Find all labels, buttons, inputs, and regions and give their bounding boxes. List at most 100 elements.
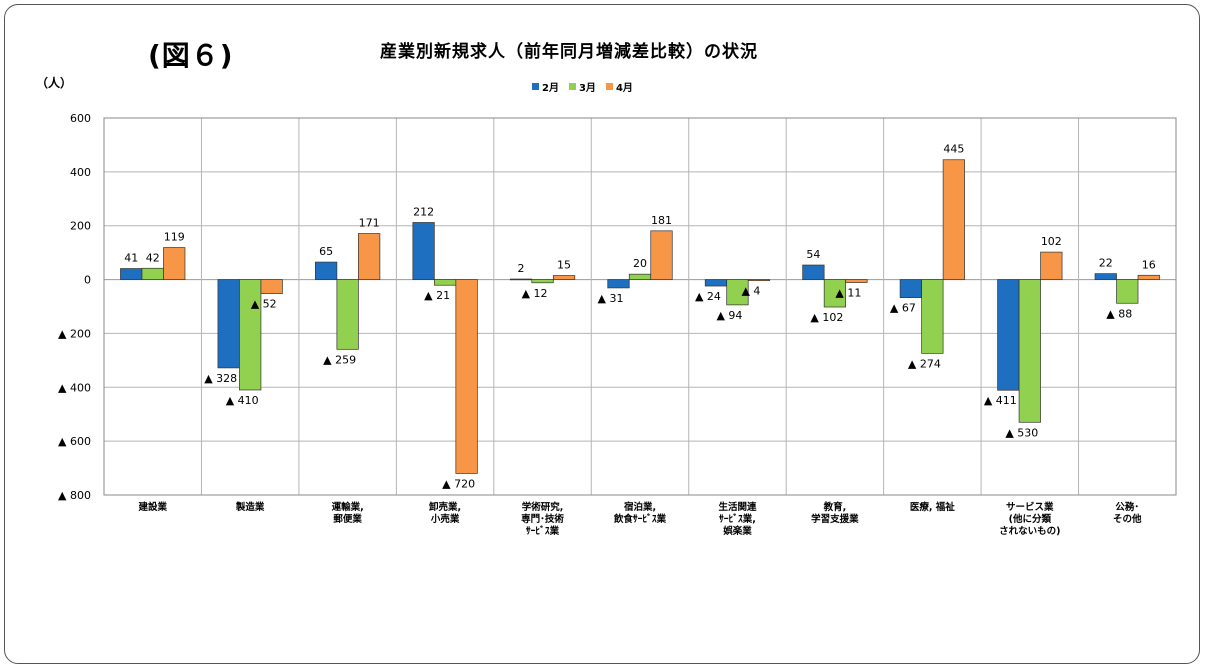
data-label: 212: [413, 205, 434, 218]
legend-swatch: [605, 83, 613, 90]
x-tick-label: 専門･技術: [521, 513, 564, 525]
plot-area-border: [103, 117, 1177, 496]
legend-item: 3月: [568, 79, 596, 94]
x-tick-label: (他に分類: [1009, 513, 1052, 525]
x-tick-label: 宿泊業,: [624, 501, 656, 513]
bar: [726, 279, 749, 306]
legend-swatch: [568, 83, 576, 90]
legend: 2月 3月 4月: [532, 79, 633, 94]
x-tick-label: 小売業: [430, 513, 460, 525]
legend-label: 4月: [615, 83, 633, 94]
x-tick-label: ｻｰﾋﾞｽ業,: [719, 513, 756, 525]
data-label: 16: [1142, 258, 1156, 271]
bar: [845, 279, 868, 283]
data-label: ▲ 12: [522, 287, 548, 300]
data-label: ▲ 720: [442, 477, 475, 490]
x-tick-label: 製造業: [235, 501, 265, 513]
x-tick-label: 学習支援業: [811, 513, 859, 525]
x-tick-label: されないもの): [999, 526, 1060, 537]
bar: [239, 279, 262, 391]
data-label: 181: [651, 214, 672, 227]
data-label: 102: [1041, 235, 1062, 248]
data-label: 54: [806, 248, 820, 261]
bar: [1018, 279, 1041, 423]
bar: [747, 279, 771, 281]
bar: [704, 279, 728, 287]
bar: [141, 267, 164, 280]
data-label: ▲ 67: [890, 302, 916, 315]
bar: [455, 279, 478, 474]
data-label: 15: [557, 259, 571, 272]
y-tick-label: ▲ 200: [58, 327, 91, 340]
bar: [1094, 273, 1117, 280]
bar: [802, 264, 825, 280]
data-label: ▲ 328: [204, 372, 237, 385]
bar: [921, 279, 944, 354]
bar: [552, 275, 576, 280]
bar: [628, 273, 652, 280]
y-unit-label: （人）: [36, 76, 73, 90]
data-label: ▲ 259: [323, 353, 356, 366]
y-tick-label: 200: [70, 220, 91, 233]
data-label: ▲ 411: [984, 394, 1017, 407]
legend-label: 2月: [542, 83, 559, 94]
y-tick-label: ▲ 400: [58, 381, 91, 394]
bar: [942, 159, 965, 280]
x-tick-label: 卸売業,: [429, 501, 461, 513]
data-label: ▲ 94: [716, 309, 742, 322]
y-tick-label: 0: [84, 274, 91, 287]
bar: [163, 247, 186, 280]
x-tick-label: 教育,: [823, 501, 847, 513]
data-label: ▲ 52: [251, 298, 277, 311]
data-label: 119: [164, 231, 185, 244]
bar: [217, 279, 240, 369]
x-tick-label: サービス業: [1006, 501, 1054, 513]
x-tick-label: 医療, 福祉: [910, 501, 955, 513]
data-label: ▲ 24: [695, 290, 721, 303]
data-label: 20: [633, 257, 647, 270]
y-tick-label: ▲ 800: [58, 489, 91, 502]
legend-label: 3月: [578, 83, 596, 94]
data-label: ▲ 102: [810, 311, 843, 324]
x-tick-label: 建設業: [137, 501, 167, 513]
data-label: 445: [943, 143, 964, 156]
bar: [997, 279, 1020, 391]
data-label: ▲ 410: [226, 394, 259, 407]
y-tick-label: 400: [70, 166, 91, 179]
data-label: ▲ 530: [1005, 426, 1038, 439]
bar: [358, 233, 381, 280]
bar: [531, 279, 554, 284]
bar: [1137, 274, 1160, 280]
data-label: 22: [1099, 257, 1113, 270]
x-tick-label: 生活関連: [718, 501, 757, 513]
x-tick-label: ｻｰﾋﾞｽ業: [526, 525, 560, 537]
x-tick-label: 飲食ｻｰﾋﾞｽ業: [613, 513, 667, 525]
bar: [433, 279, 457, 286]
x-tick-label: その他: [1113, 513, 1142, 525]
bar: [823, 279, 847, 308]
data-label: ▲ 274: [908, 357, 941, 370]
figure-label: (図６): [148, 39, 234, 72]
bar: [315, 261, 338, 280]
bar: [899, 279, 922, 298]
bar: [607, 279, 630, 289]
bar: [509, 278, 533, 281]
x-tick-label: 公務･: [1115, 501, 1139, 513]
bar: [120, 268, 143, 280]
data-label: ▲ 21: [424, 289, 450, 302]
bar: [1116, 279, 1139, 304]
x-tick-label: 郵便業: [333, 513, 362, 525]
data-label: ▲ 11: [835, 287, 861, 300]
legend-item: 4月: [605, 79, 633, 94]
bar: [650, 230, 673, 280]
data-label: 2: [518, 262, 525, 275]
bar: [260, 279, 283, 294]
data-label: ▲ 31: [598, 292, 624, 305]
data-label: 41: [124, 252, 138, 265]
y-tick-label: ▲ 600: [58, 435, 91, 448]
bar: [412, 222, 435, 280]
bar-chart: 600 400 200 0 ▲ 200 ▲ 400 ▲ 600 ▲ 800 41 42 119 建設業…: [58, 112, 1177, 537]
chart-title: 産業別新規求人（前年同月増減差比較）の状況: [380, 42, 758, 62]
data-label: 65: [319, 245, 333, 258]
data-label: ▲ 4: [741, 285, 760, 298]
